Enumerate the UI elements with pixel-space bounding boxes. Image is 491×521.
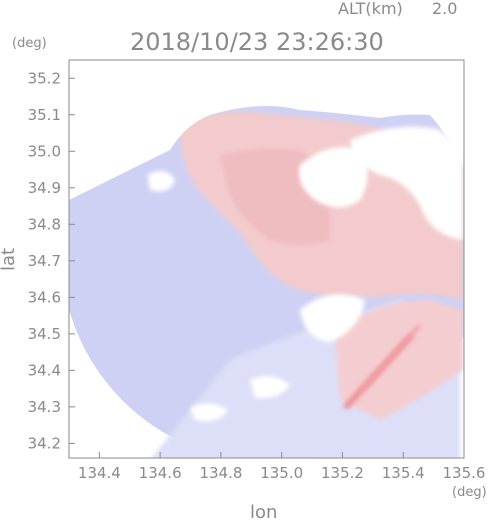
x-tick-label: 134.4 [78, 464, 121, 482]
altitude-label: ALT(km) [338, 0, 403, 18]
x-axis-label: lon [250, 502, 277, 521]
x-tick-label: 134.8 [199, 464, 242, 482]
y-tick-label: 35.0 [28, 142, 61, 160]
mask-top [69, 60, 464, 200]
x-axis: 134.4 134.6 134.8 135.0 135.2 135.4 135.6 [78, 452, 486, 482]
y-tick-label: 34.8 [28, 215, 61, 233]
y-tick-label: 35.1 [28, 106, 61, 124]
y-tick-label: 34.6 [28, 288, 61, 306]
x-unit-label: (deg) [452, 485, 487, 500]
y-tick-label: 34.9 [28, 179, 61, 197]
y-tick-label: 34.7 [28, 252, 61, 270]
strong-positive-streak-2 [358, 323, 422, 394]
y-tick-label: 34.2 [28, 434, 61, 452]
x-tick-label: 135.6 [443, 464, 486, 482]
y-tick-label: 35.2 [28, 69, 61, 87]
x-tick-label: 135.4 [382, 464, 425, 482]
y-tick-label: 34.3 [28, 398, 61, 416]
no-echo-areas [148, 126, 463, 422]
x-tick-label: 134.6 [139, 464, 182, 482]
x-tick-label: 135.0 [260, 464, 303, 482]
y-tick-label: 34.5 [28, 325, 61, 343]
x-tick-label: 135.2 [321, 464, 364, 482]
radar-field [69, 60, 464, 458]
plot-frame [68, 59, 465, 459]
y-unit-label: (deg) [12, 36, 47, 51]
y-tick-label: 34.4 [28, 361, 61, 379]
chart-title: 2018/10/23 23:26:30 [130, 28, 384, 56]
altitude-value: 2.0 [432, 0, 457, 18]
positive-tongue [335, 300, 463, 420]
y-axis-label: lat [0, 248, 19, 271]
y-axis: 35.2 35.1 35.0 34.9 34.8 34.7 34.6 34.5 34.4 34.3… [28, 69, 75, 452]
